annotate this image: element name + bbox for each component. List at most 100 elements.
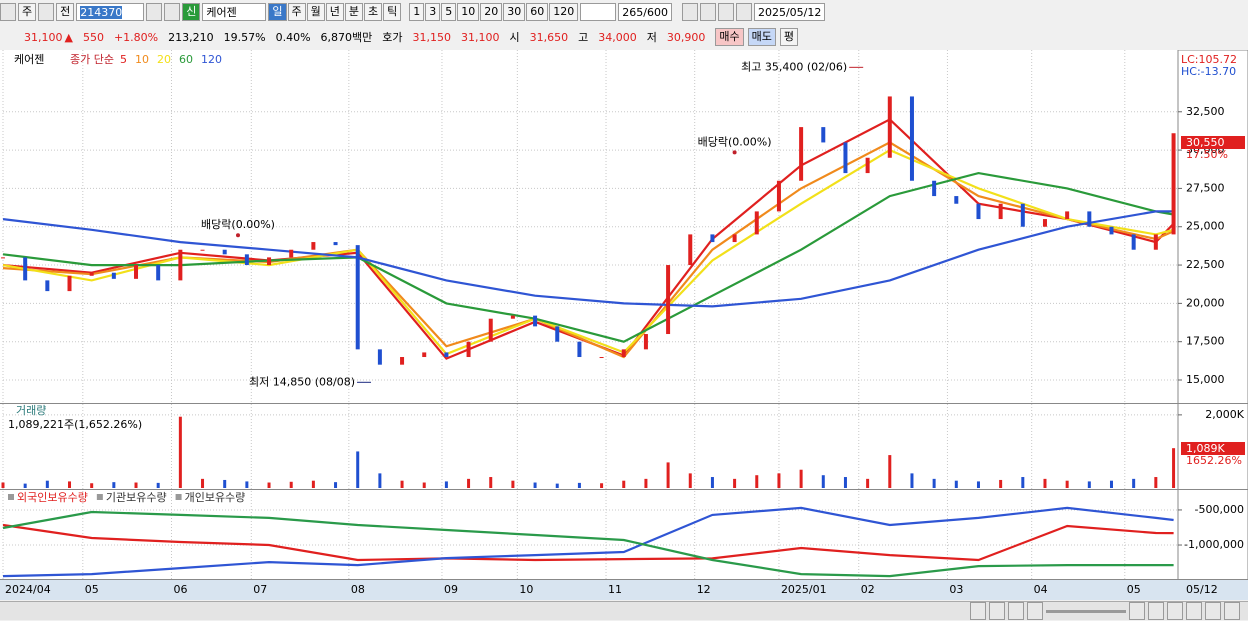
code-input[interactable]: 214370: [76, 3, 145, 21]
price-box-label: 30,550: [1186, 136, 1225, 149]
low: 30,900: [666, 30, 706, 44]
interval-button[interactable]: 3: [425, 3, 441, 21]
candle: [843, 142, 848, 174]
date[interactable]: 2025/05/12: [753, 3, 826, 21]
dropdown[interactable]: [38, 3, 55, 21]
candle: [821, 127, 826, 143]
menu-icon[interactable]: [0, 3, 16, 21]
interval-button[interactable]: 120: [549, 3, 579, 21]
name-box[interactable]: 케어젠: [202, 3, 267, 21]
zoom-slider[interactable]: [1046, 609, 1126, 613]
candle: [444, 352, 449, 358]
volume-bar: [245, 481, 249, 488]
scroll-button[interactable]: [1008, 602, 1024, 620]
tool-icon[interactable]: [1186, 602, 1202, 620]
price-pct: 17.50%: [1186, 148, 1228, 161]
chart-title: 케어젠: [14, 53, 44, 66]
search-icon[interactable]: [146, 3, 163, 21]
tool-icon[interactable]: [717, 3, 734, 21]
interval-button[interactable]: 30: [503, 3, 526, 21]
amount: 6,870백만: [320, 31, 373, 44]
scroll-button[interactable]: [989, 602, 1005, 620]
x-tick-label: 2024/04: [5, 583, 51, 596]
scroll-button[interactable]: [970, 602, 986, 620]
volume-bar: [910, 473, 914, 488]
period-label[interactable]: 주: [18, 3, 37, 21]
period-button[interactable]: 초: [364, 3, 383, 21]
legend-swatch: [96, 494, 103, 500]
avg-button[interactable]: 평: [779, 28, 799, 46]
candle: [666, 265, 671, 335]
candle: [954, 196, 959, 204]
volume-bar: [289, 481, 293, 488]
sound-icon[interactable]: [164, 3, 181, 21]
volume-bar: [511, 480, 515, 488]
volume-bar: [1087, 481, 1091, 488]
interval-button[interactable]: 5: [441, 3, 457, 21]
volume-bar: [555, 483, 559, 488]
tool-icon[interactable]: [1167, 602, 1183, 620]
series-line: [2, 523, 1174, 562]
legend-entry: 개인보유수량: [185, 491, 246, 504]
period-button[interactable]: 틱: [383, 3, 402, 21]
candle: [621, 349, 626, 358]
chart-subtitle: 1,089,221주(1,652.26%): [8, 418, 142, 431]
x-tick-label: 02: [861, 583, 875, 596]
lc-label: LC:105.72: [1181, 53, 1237, 66]
scroll-button[interactable]: [1027, 602, 1043, 620]
volume-bar: [489, 477, 493, 488]
y-tick-label: 2,000K: [1205, 408, 1244, 421]
volume-bar: [1172, 448, 1176, 488]
volume-bar: [467, 478, 471, 488]
x-tick-label: 11: [608, 583, 622, 596]
scrollbar: [0, 601, 1248, 620]
candle: [776, 180, 781, 212]
turnover: 19.57%: [223, 30, 266, 44]
interval-button[interactable]: 10: [457, 3, 480, 21]
volume-bar: [777, 473, 781, 488]
y-tick-label: 22,500: [1186, 258, 1225, 271]
count: 265/600: [618, 3, 672, 21]
buy-button[interactable]: 매수: [715, 28, 744, 46]
period-button[interactable]: 주: [287, 3, 306, 21]
candle: [1131, 234, 1136, 250]
candle: [156, 265, 161, 281]
change-pct: +1.80%: [113, 30, 159, 44]
interval-button[interactable]: 1: [409, 3, 425, 21]
candle: [377, 349, 382, 365]
mode[interactable]: 전: [56, 3, 75, 21]
candle: [1171, 133, 1176, 235]
tool-icon[interactable]: [1148, 602, 1164, 620]
candle: [422, 352, 427, 358]
tool-icon[interactable]: [1205, 602, 1221, 620]
volume-bar: [112, 482, 116, 488]
settings-icon[interactable]: [735, 3, 752, 21]
candle: [134, 265, 139, 279]
period-button[interactable]: 일: [268, 3, 287, 21]
legend-entry: 외국인보유수량: [17, 491, 88, 504]
y-tick-label: 25,000: [1186, 220, 1225, 233]
tool-icon[interactable]: [1129, 602, 1145, 620]
sell-button[interactable]: 매도: [747, 28, 776, 46]
tool-icon[interactable]: [1224, 602, 1240, 620]
period-button[interactable]: 년: [325, 3, 344, 21]
volume-bar: [688, 473, 692, 488]
chart: 2024/04 05 06 07 08 09 10 11 12 2025/01 02 03 04 05 05…: [0, 50, 1248, 600]
interval-button[interactable]: 20: [480, 3, 503, 21]
candle: [533, 315, 538, 327]
volume-bar: [356, 451, 360, 488]
tool-icon[interactable]: [699, 3, 716, 21]
blank-select[interactable]: [580, 3, 617, 21]
candle: [732, 234, 737, 243]
series-line: [2, 210, 1174, 308]
interval-button[interactable]: 60: [526, 3, 549, 21]
y-tick-label: 15,000: [1186, 373, 1225, 386]
candle: [111, 272, 116, 279]
high: 34,000: [598, 30, 637, 44]
hc-label: HC:-13.70: [1181, 65, 1236, 78]
period-button[interactable]: 분: [344, 3, 363, 21]
tool-icon[interactable]: [681, 3, 698, 21]
volume-bar: [1021, 477, 1025, 488]
volume-bar: [444, 481, 448, 488]
period-button[interactable]: 월: [306, 3, 325, 21]
